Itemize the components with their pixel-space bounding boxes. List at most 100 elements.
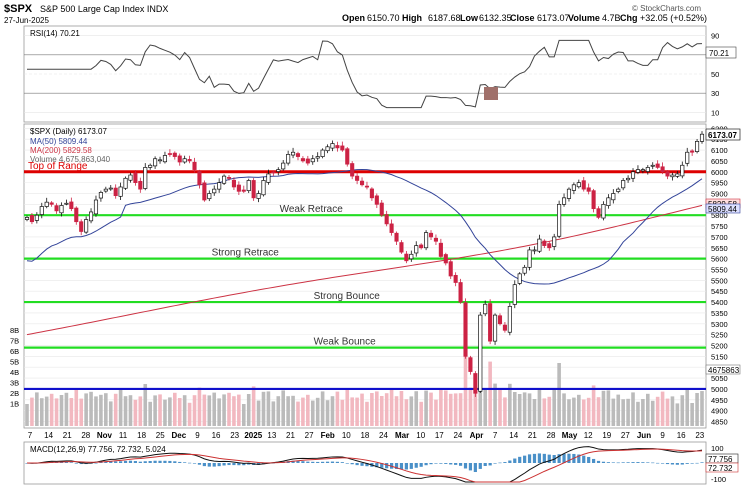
- date-tick-label: 12: [584, 431, 593, 440]
- date-tick-label: Dec: [172, 431, 187, 440]
- macd-hist-bar: [434, 463, 438, 464]
- macd-hist-bar: [424, 463, 428, 466]
- macd-hist-bar: [335, 461, 340, 463]
- volume-bar: [517, 394, 522, 426]
- candle-body: [39, 206, 44, 215]
- volume-bar: [74, 389, 79, 426]
- candle-body: [517, 273, 522, 284]
- candle-body: [547, 243, 552, 249]
- macd-hist-bar: [242, 463, 246, 466]
- price-tick-label: 5400: [711, 298, 728, 307]
- macd-hist-bar: [316, 461, 320, 463]
- price-tick-label: 5500: [711, 276, 728, 285]
- volume-bar: [35, 392, 39, 426]
- volume-bar: [512, 392, 517, 426]
- candle-body: [419, 244, 424, 249]
- volume-bar: [527, 393, 532, 426]
- volume-bar: [54, 398, 59, 426]
- macd-hist-bar: [217, 463, 221, 467]
- candle-body: [630, 171, 636, 179]
- candle-body: [24, 217, 30, 220]
- volume-bar: [680, 395, 685, 426]
- volume-tick-label: 4B: [10, 368, 19, 377]
- macd-hist-bar: [675, 463, 679, 465]
- candle-body: [596, 208, 601, 218]
- date-tick-label: 19: [602, 431, 611, 440]
- candle-body: [118, 186, 123, 197]
- level-label: Weak Retrace: [280, 204, 344, 215]
- volume-bar: [227, 392, 231, 426]
- price-tick-label: 5800: [711, 211, 728, 220]
- candle-body: [394, 232, 399, 242]
- macd-hist-bar: [355, 463, 359, 466]
- volume-bar: [404, 399, 409, 426]
- svg-text:Volume: Volume: [568, 13, 600, 23]
- candle-body: [483, 303, 488, 315]
- volume-bar: [330, 396, 335, 426]
- volume-bar: [315, 397, 320, 426]
- macd-hist-bar: [64, 462, 69, 463]
- volume-tag-box: [705, 364, 741, 375]
- candle-body: [162, 155, 168, 163]
- candle-body: [635, 169, 640, 173]
- candle-body: [468, 357, 473, 372]
- date-tick-label: Jun: [637, 431, 651, 440]
- volume-bar: [646, 393, 650, 426]
- candle-body: [246, 180, 251, 192]
- candle-body: [463, 302, 468, 357]
- volume-bar: [182, 395, 187, 426]
- rsi-last-tag-box: [705, 46, 737, 59]
- volume-bar: [138, 396, 143, 426]
- macd-tag: 77.756: [708, 455, 733, 464]
- candle-body: [655, 163, 660, 168]
- candle-body: [552, 236, 557, 247]
- candle-body: [251, 180, 256, 199]
- price-axis: 6200615061006050600059505900585058005750…: [711, 124, 728, 426]
- macd-hist-bar: [478, 463, 482, 469]
- volume-bar: [700, 391, 704, 426]
- macd-hist-bar: [138, 461, 142, 463]
- volume-bar: [503, 397, 507, 426]
- candle-body: [295, 153, 301, 157]
- volume-bar: [335, 391, 340, 426]
- macd-hist-bar: [537, 453, 542, 463]
- volume-bar: [158, 394, 162, 426]
- volume-bar: [547, 396, 552, 426]
- candle-body: [414, 245, 419, 254]
- candle-body: [148, 164, 153, 168]
- stockcharts-watermark: © StockCharts.com: [632, 4, 701, 13]
- macd-hist-bar: [483, 463, 487, 466]
- svg-text:High: High: [402, 13, 422, 23]
- macd-hist-bar: [187, 462, 192, 464]
- volume-bar: [493, 383, 497, 426]
- volume-bar: [64, 392, 69, 426]
- macd-hist-bar: [123, 460, 128, 463]
- macd-hist-bar: [680, 463, 684, 465]
- macd-hist-bar: [212, 463, 216, 467]
- price-tick-label: 5750: [711, 222, 728, 231]
- macd-hist-bar: [247, 463, 251, 465]
- macd-signal-tag-box: [705, 462, 739, 473]
- volume-bar: [424, 390, 428, 426]
- candle-body: [79, 221, 84, 232]
- volume-bar: [291, 395, 295, 426]
- volume-bar: [153, 395, 157, 426]
- macd-hist-bar: [173, 461, 177, 463]
- volume-bar: [562, 393, 566, 426]
- volume-bar: [113, 393, 118, 426]
- candle-body: [64, 202, 69, 205]
- candle-body: [665, 171, 670, 177]
- candle-body: [522, 266, 527, 274]
- candle-body: [340, 145, 345, 151]
- ma50-tag: 5809.44: [708, 205, 737, 214]
- date-tick-label: 9: [660, 431, 665, 440]
- candle-body: [54, 205, 59, 212]
- volume-bar: [261, 391, 266, 426]
- macd-signal-tag: 72.732: [708, 464, 733, 473]
- volume-bar: [370, 393, 374, 426]
- macd-hist-bar: [547, 454, 551, 463]
- macd-tick-label: 100: [711, 444, 724, 453]
- macd-hist-bar: [557, 454, 561, 463]
- macd-hist-bar: [577, 454, 581, 463]
- volume-bar: [212, 392, 217, 426]
